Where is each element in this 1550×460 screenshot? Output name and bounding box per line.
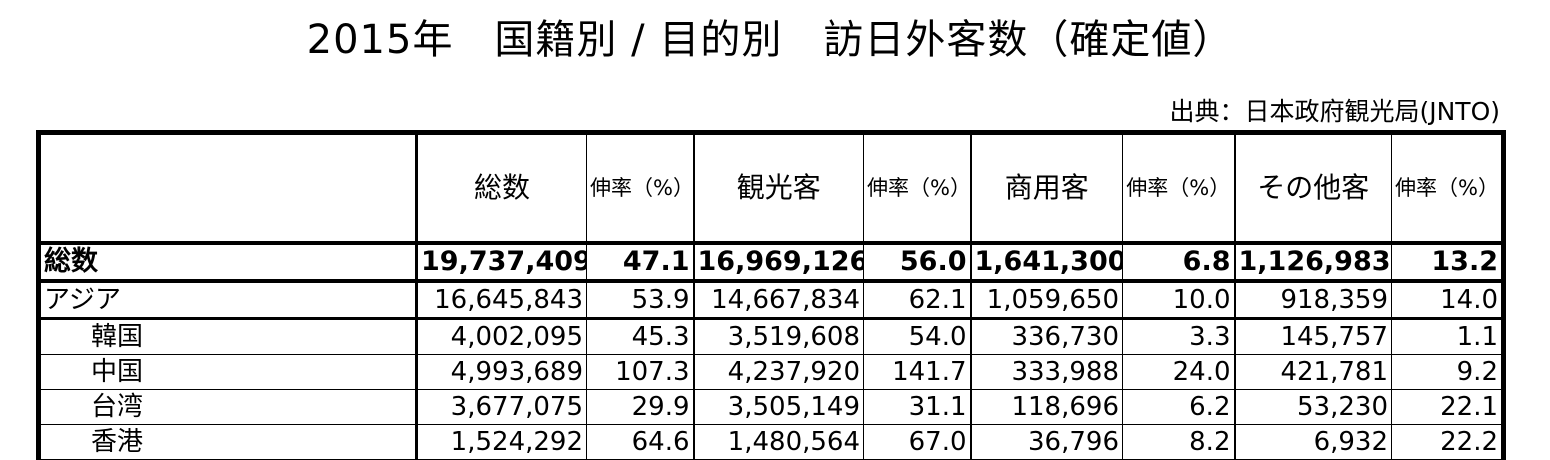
cell-tourist: 3,519,608 <box>692 318 864 355</box>
row-name: 台湾 <box>36 389 418 425</box>
cell-business-rate: 6.2 <box>1122 389 1235 425</box>
row-name: 韓国 <box>36 318 418 355</box>
cell-business-rate: 3.3 <box>1122 318 1235 355</box>
cell-tourist: 4,237,920 <box>692 354 864 390</box>
cell-other: 421,781 <box>1233 354 1392 390</box>
cell-business: 36,796 <box>969 424 1123 460</box>
cell-business: 1,641,300 <box>969 243 1123 283</box>
cell-tourist: 1,480,564 <box>692 424 864 460</box>
cell-total: 16,645,843 <box>416 281 587 320</box>
cell-business-rate: 6.8 <box>1122 243 1235 283</box>
cell-total: 19,737,409 <box>416 243 587 283</box>
cell-other-rate: 22.1 <box>1391 389 1506 425</box>
cell-business-rate: 8.2 <box>1122 424 1235 460</box>
cell-business: 118,696 <box>969 389 1123 425</box>
row-name: アジア <box>36 281 418 320</box>
cell-total: 4,993,689 <box>416 354 587 390</box>
cell-other: 145,757 <box>1233 318 1392 355</box>
cell-other: 918,359 <box>1233 281 1392 320</box>
header-row: 総数 伸率（%） 観光客 伸率（%） 商用客 伸率（%） その他客 伸率（%） <box>36 130 1506 245</box>
cell-business-rate: 10.0 <box>1122 281 1235 320</box>
header-name <box>36 130 418 245</box>
cell-total-rate: 53.9 <box>586 281 694 320</box>
cell-tourist-rate: 62.1 <box>863 281 971 320</box>
row-name: 香港 <box>36 424 418 460</box>
cell-tourist-rate: 31.1 <box>863 389 971 425</box>
cell-total-rate: 107.3 <box>586 354 694 390</box>
cell-business: 336,730 <box>969 318 1123 355</box>
table-row-total: 総数 19,737,409 47.1 16,969,126 56.0 1,641… <box>36 243 1506 283</box>
header-business: 商用客 <box>969 130 1123 245</box>
cell-total: 3,677,075 <box>416 389 587 425</box>
cell-total: 1,524,292 <box>416 424 587 460</box>
header-total-rate: 伸率（%） <box>586 130 694 245</box>
header-total: 総数 <box>416 130 587 245</box>
table-row-taiwan: 台湾 3,677,075 29.9 3,505,149 31.1 118,696… <box>36 389 1506 425</box>
cell-tourist-rate: 67.0 <box>863 424 971 460</box>
cell-business: 333,988 <box>969 354 1123 390</box>
cell-total: 4,002,095 <box>416 318 587 355</box>
cell-tourist-rate: 54.0 <box>863 318 971 355</box>
header-business-rate: 伸率（%） <box>1122 130 1235 245</box>
cell-business-rate: 24.0 <box>1122 354 1235 390</box>
cell-tourist-rate: 56.0 <box>863 243 971 283</box>
visitor-table: 総数 伸率（%） 観光客 伸率（%） 商用客 伸率（%） その他客 伸率（%） … <box>36 130 1506 460</box>
cell-tourist: 3,505,149 <box>692 389 864 425</box>
cell-other-rate: 1.1 <box>1391 318 1506 355</box>
cell-total-rate: 47.1 <box>586 243 694 283</box>
header-tourist-rate: 伸率（%） <box>863 130 971 245</box>
cell-tourist-rate: 141.7 <box>863 354 971 390</box>
table-row-asia: アジア 16,645,843 53.9 14,667,834 62.1 1,05… <box>36 281 1506 320</box>
row-name: 中国 <box>36 354 418 390</box>
page-title: 2015年 国籍別 / 目的別 訪日外客数（確定値） <box>306 17 1234 63</box>
table-row-korea: 韓国 4,002,095 45.3 3,519,608 54.0 336,730… <box>36 318 1506 355</box>
cell-other-rate: 9.2 <box>1391 354 1506 390</box>
cell-business: 1,059,650 <box>969 281 1123 320</box>
cell-total-rate: 29.9 <box>586 389 694 425</box>
cell-other-rate: 22.2 <box>1391 424 1506 460</box>
cell-other: 6,932 <box>1233 424 1392 460</box>
row-name: 総数 <box>36 243 418 283</box>
cell-other: 53,230 <box>1233 389 1392 425</box>
table-row-hongkong: 香港 1,524,292 64.6 1,480,564 67.0 36,796 … <box>36 424 1506 460</box>
cell-other-rate: 14.0 <box>1391 281 1506 320</box>
cell-tourist: 14,667,834 <box>692 281 864 320</box>
cell-total-rate: 64.6 <box>586 424 694 460</box>
header-other: その他客 <box>1233 130 1392 245</box>
cell-other: 1,126,983 <box>1233 243 1392 283</box>
cell-total-rate: 45.3 <box>586 318 694 355</box>
header-tourist: 観光客 <box>692 130 864 245</box>
cell-tourist: 16,969,126 <box>692 243 864 283</box>
header-other-rate: 伸率（%） <box>1391 130 1506 245</box>
source-note: 出典：日本政府観光局(JNTO) <box>1169 97 1500 126</box>
cell-other-rate: 13.2 <box>1391 243 1506 283</box>
table-row-china: 中国 4,993,689 107.3 4,237,920 141.7 333,9… <box>36 354 1506 390</box>
